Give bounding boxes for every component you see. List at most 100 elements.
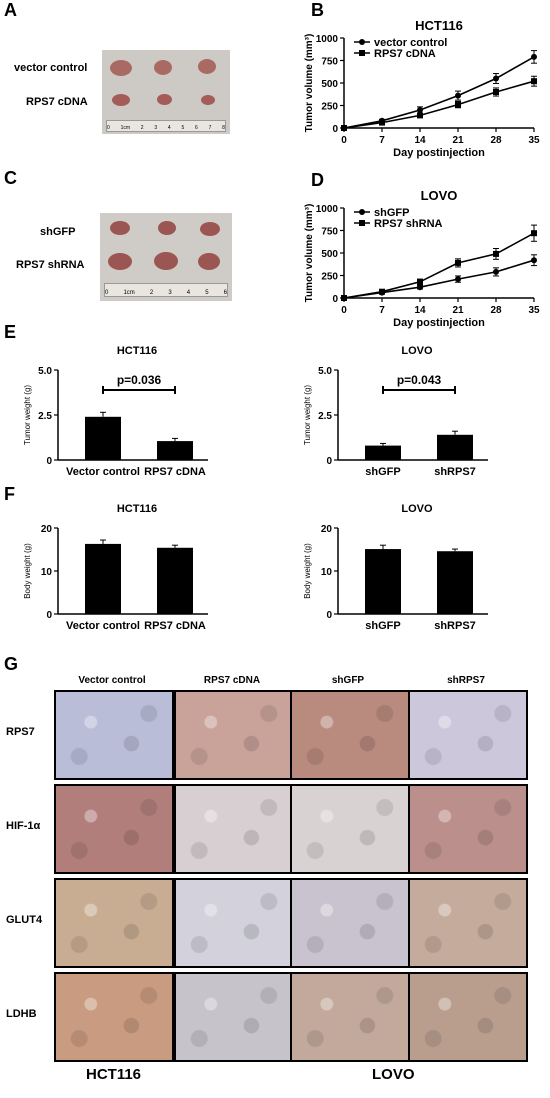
ihc-cell-line-label: HCT116 (86, 1066, 142, 1083)
x-axis-label: Day postinjection (393, 147, 485, 159)
data-point (455, 92, 461, 99)
tumor-specimen (110, 221, 130, 235)
ihc-stain-image (174, 690, 294, 780)
bar (365, 549, 401, 614)
x-tick-label: 35 (528, 305, 540, 316)
series-line (343, 56, 535, 129)
y-tick-label: 5.0 (38, 366, 52, 377)
y-tick-label: 250 (321, 102, 338, 113)
ihc-cell-line-label: LOVO (372, 1066, 415, 1083)
data-point (379, 119, 385, 126)
p-value-annotation: p=0.043 (397, 373, 442, 387)
data-point (531, 230, 537, 237)
chart-body-weight-lovo: LOVO 0 10 20 Body weight (g) shGFP shRPS7 (303, 503, 488, 632)
ihc-stain-image (174, 878, 294, 968)
ihc-stain-image (54, 784, 174, 874)
x-tick-label: 21 (452, 135, 464, 146)
data-point (417, 278, 423, 285)
ihc-stain-image (174, 972, 294, 1062)
ihc-row-label: HIF-1α (6, 820, 41, 832)
y-tick-label: 0 (326, 610, 332, 621)
y-tick-label: 0 (326, 456, 332, 467)
y-tick-label: 750 (321, 227, 338, 238)
ihc-column-label: RPS7 cDNA (203, 675, 261, 686)
ruler-tick: 5 (205, 290, 209, 296)
ruler-tick: 1cm (120, 125, 131, 131)
ihc-stain-image (408, 690, 528, 780)
panel-label-f: F (4, 484, 15, 504)
category-label: RPS7 cDNA (144, 620, 206, 632)
y-tick-label: 750 (321, 57, 338, 68)
ruler-tick: 4 (167, 125, 171, 131)
data-point (493, 75, 499, 82)
panel-label-c: C (4, 168, 17, 188)
chart-title: LOVO (401, 503, 433, 515)
ihc-column-label: Vector control (78, 675, 146, 686)
legend-label: RPS7 cDNA (374, 48, 436, 60)
scale-ruler: 0 1cm 2 3 4 5 6 (104, 283, 228, 297)
data-point (493, 250, 499, 257)
x-tick-label: 0 (341, 305, 347, 316)
tumor-specimen (201, 95, 215, 105)
ruler-tick: 0 (107, 125, 110, 131)
photo-label: vector control (14, 62, 88, 74)
y-tick-label: 0 (46, 610, 52, 621)
data-point (531, 53, 537, 60)
ruler-tick: 2 (140, 125, 144, 131)
scale-ruler: 0 1cm 2 3 4 5 6 7 8 (106, 120, 226, 132)
tumor-specimen (154, 252, 178, 270)
y-axis-label: Tumor weight (g) (303, 385, 312, 446)
ruler-tick: 7 (208, 125, 212, 131)
y-tick-label: 2.5 (318, 411, 332, 422)
ihc-stain-image (408, 784, 528, 874)
x-tick-label: 0 (341, 135, 347, 146)
data-point (455, 276, 461, 283)
ruler-tick: 8 (222, 125, 225, 131)
y-axis-label: Body weight (g) (23, 543, 32, 599)
data-point (379, 288, 385, 295)
legend-marker (359, 220, 365, 226)
category-label: Vector control (66, 620, 140, 632)
y-tick-label: 0 (46, 456, 52, 467)
panel-label-g: G (4, 654, 19, 674)
x-tick-label: 7 (379, 135, 385, 146)
x-tick-label: 14 (414, 135, 426, 146)
chart-tumor-weight-lovo: LOVO 0 2.5 5.0 Tumor weight (g) shGFP shRPS7 p=… (303, 345, 488, 478)
y-tick-label: 2.5 (38, 411, 52, 422)
y-tick-label: 500 (321, 79, 338, 90)
panel-label-e: E (4, 322, 17, 342)
ihc-stain-image (54, 972, 174, 1062)
panel-label-a: A (4, 0, 17, 20)
series-line (343, 259, 535, 299)
legend-marker (359, 209, 365, 215)
photo-label: shGFP (40, 226, 76, 238)
bar (157, 547, 193, 614)
p-value-annotation: p=0.036 (117, 373, 162, 387)
ihc-column-label: shRPS7 (447, 675, 485, 686)
ruler-tick: 5 (181, 125, 185, 131)
data-point (493, 89, 499, 95)
data-point (417, 284, 423, 291)
category-label: shRPS7 (434, 466, 476, 478)
chart-title: LOVO (421, 188, 458, 203)
ruler-tick: 0 (105, 290, 109, 296)
chart-body-weight-hct116: HCT116 0 10 20 Body weight (g) Vector control… (23, 503, 208, 632)
bar (157, 441, 193, 460)
x-tick-label: 7 (379, 305, 385, 316)
ruler-tick: 4 (186, 290, 191, 296)
category-label: shGFP (365, 466, 400, 478)
x-tick-label: 35 (528, 135, 540, 146)
data-point (493, 268, 499, 275)
x-tick-label: 21 (452, 305, 464, 316)
ruler-tick: 2 (149, 290, 154, 296)
y-axis-label: Tumor volume (mm³) (304, 204, 315, 303)
tumor-specimen (158, 221, 176, 235)
panel-label-d: D (311, 170, 324, 190)
x-axis-label: Day postinjection (393, 317, 485, 329)
ihc-grid: Vector control RPS7 cDNA shGFP shRPS7 RPS7 HI… (0, 672, 550, 1098)
ihc-row-label: RPS7 (6, 726, 35, 738)
chart-tumor-weight-hct116: HCT116 0 2.5 5.0 Tumor weight (g) Vector cont… (23, 345, 208, 478)
y-tick-label: 10 (321, 567, 333, 578)
ihc-row-label: LDHB (6, 1008, 37, 1020)
y-axis-label: Tumor volume (mm³) (304, 34, 315, 133)
